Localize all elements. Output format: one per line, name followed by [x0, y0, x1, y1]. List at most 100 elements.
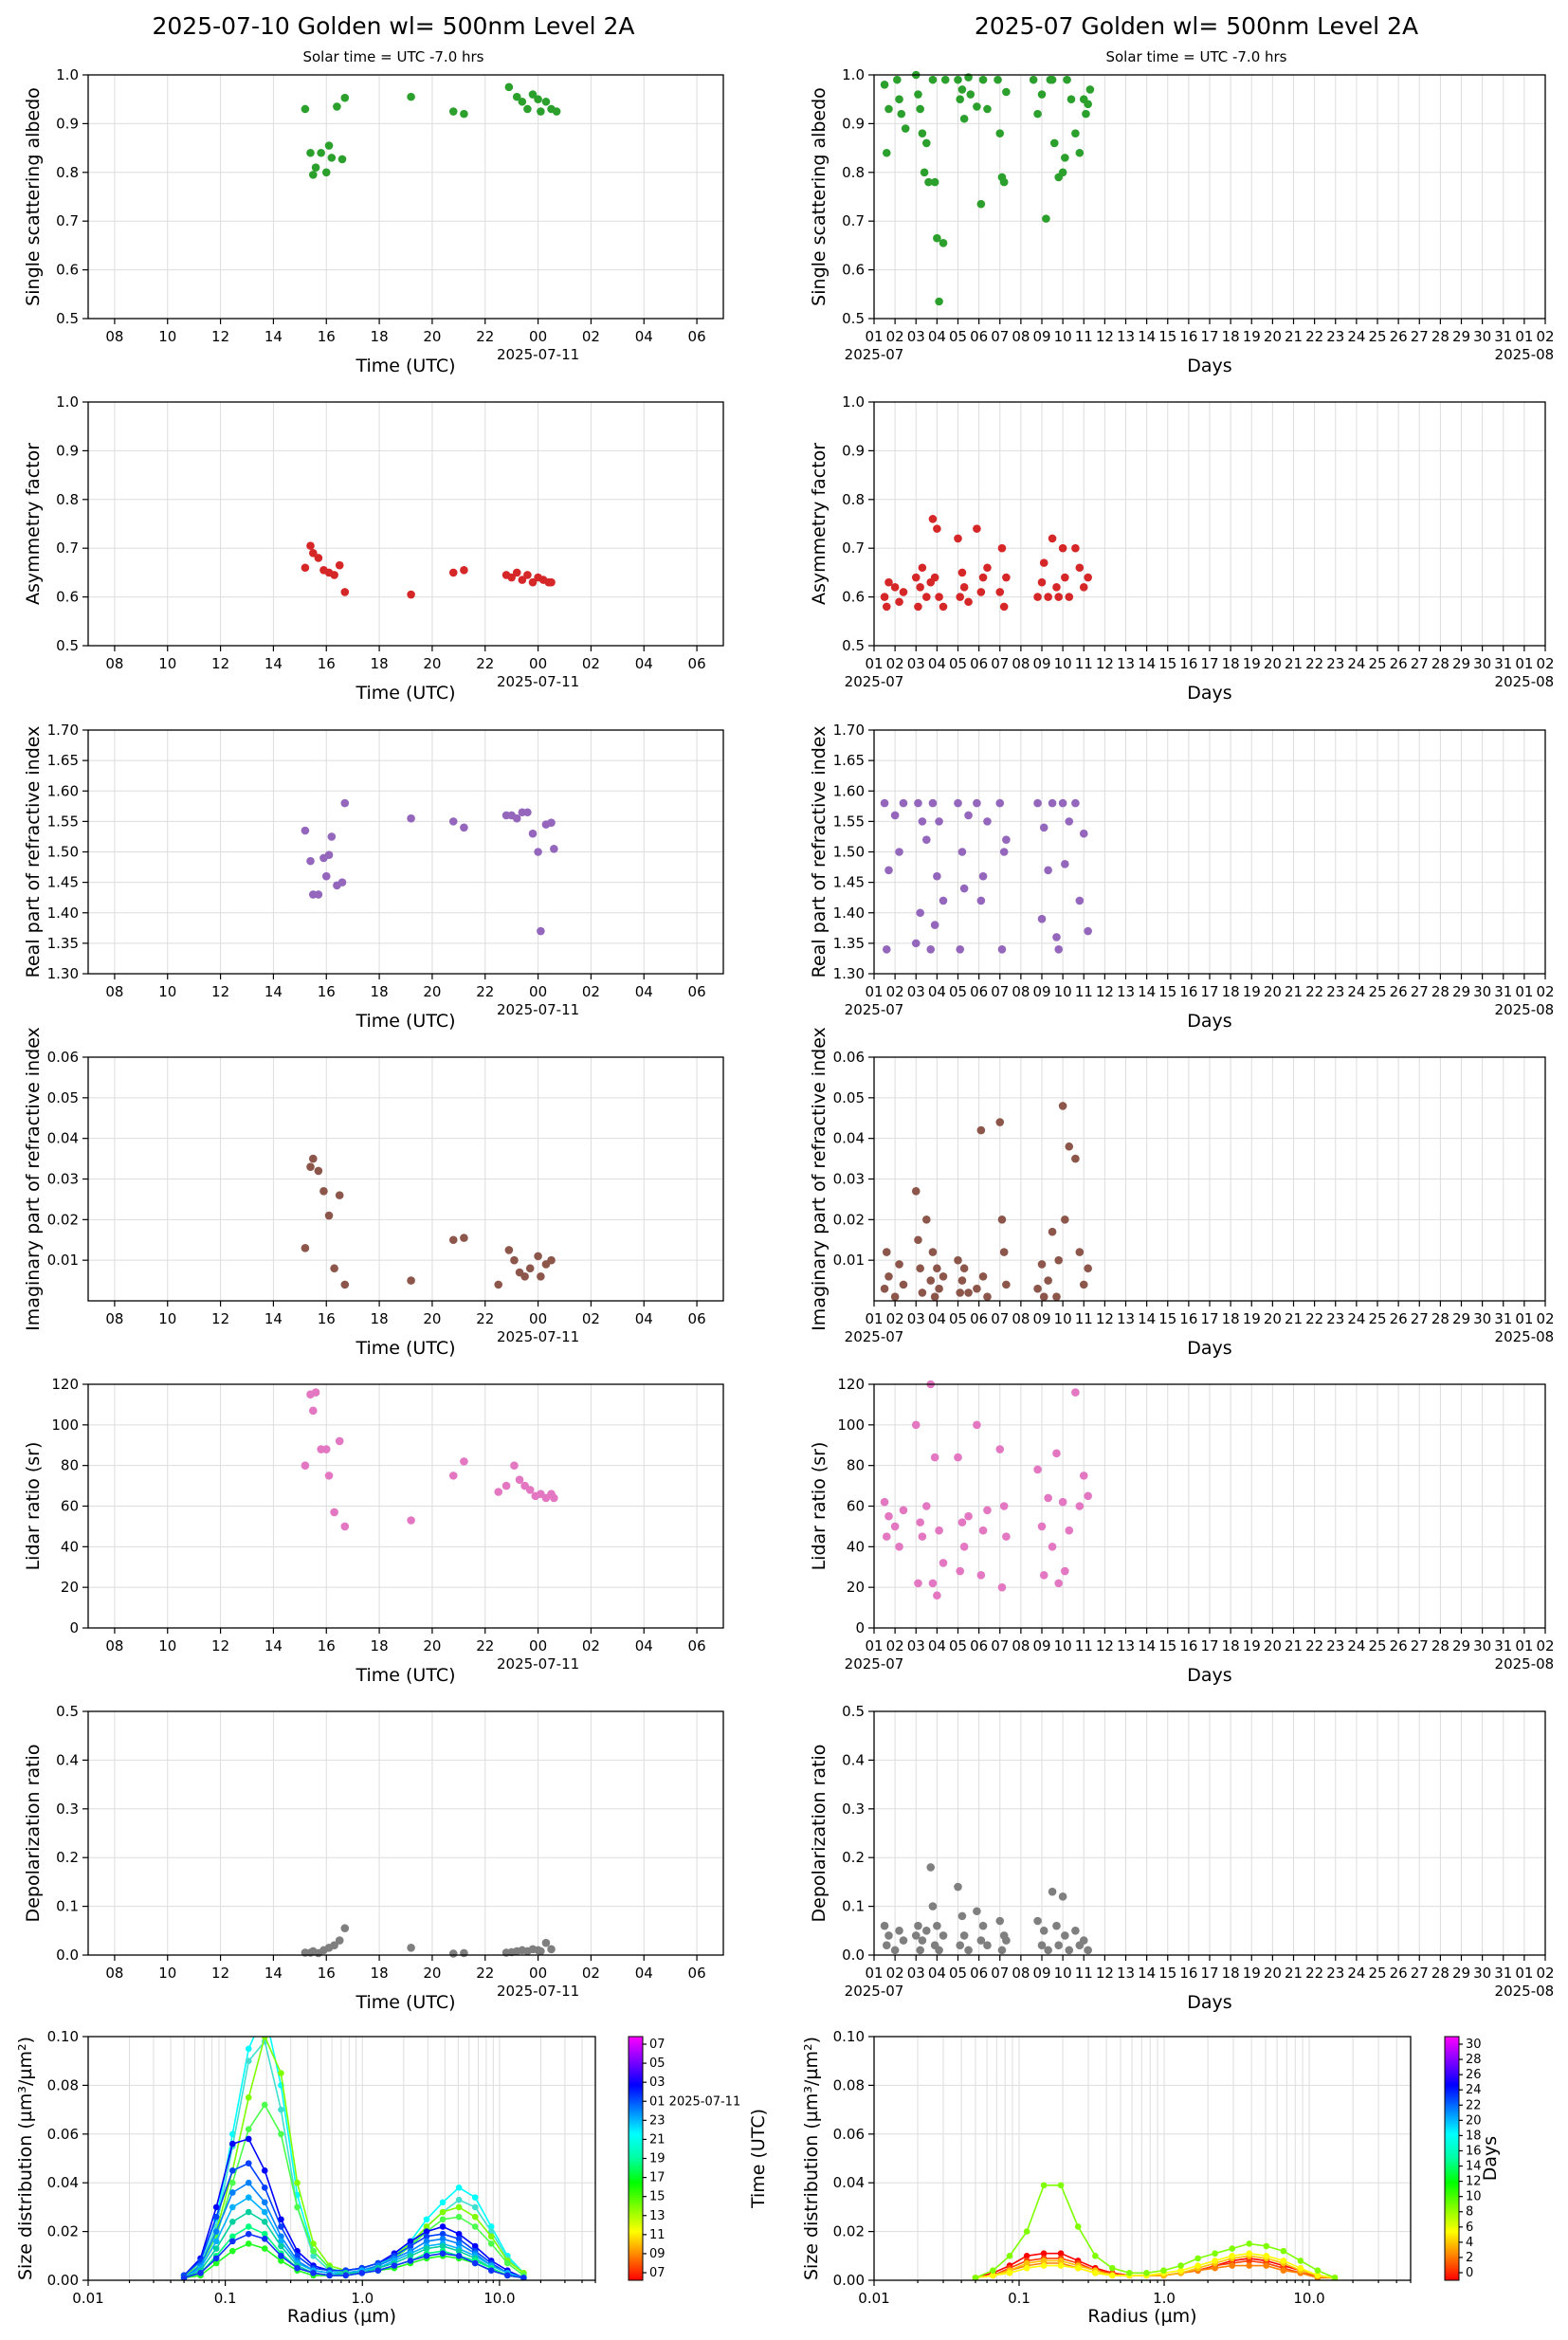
- data-point: [959, 1931, 969, 1940]
- data-point: [407, 1276, 415, 1285]
- x-date-label: 2025-07-11: [497, 673, 579, 690]
- data-point: [983, 1292, 992, 1302]
- series-point: [423, 2233, 430, 2240]
- x-tick-label: 18: [1222, 328, 1240, 345]
- x-tick-label: 0.1: [214, 2290, 237, 2307]
- data-point: [1071, 1154, 1080, 1163]
- size-distribution-monthly-panel: 0.01 0.1 1.0 10.0 0.00 0.02 0.04 0.06 0.08 0.10 Ra…: [801, 2028, 1412, 2327]
- x-tick-label: 11: [1075, 1637, 1093, 1654]
- y-tick-label: 120: [51, 1376, 79, 1393]
- data-point: [930, 1453, 939, 1462]
- data-point: [1044, 1946, 1052, 1955]
- colorbar-tick-label: 15: [649, 2190, 665, 2204]
- x-tick-label: 10: [158, 1310, 176, 1327]
- x-tick-label: 02: [582, 1637, 600, 1654]
- series-point: [439, 2199, 447, 2206]
- x-tick-label: 25: [1368, 655, 1386, 672]
- data-point: [935, 1284, 943, 1293]
- data-point: [528, 577, 538, 587]
- data-point: [1061, 1931, 1069, 1940]
- x-tick-label: 19: [1243, 983, 1261, 1000]
- series-point: [278, 2258, 284, 2264]
- x-tick-label: 27: [1411, 1965, 1429, 1982]
- colorbar-tick-label: 16: [1466, 2144, 1482, 2158]
- x-tick-label: 30: [1473, 1965, 1491, 1982]
- series-point: [439, 2223, 447, 2230]
- x-tick-label: 07: [991, 328, 1009, 345]
- x-tick-label: 07: [991, 1310, 1009, 1327]
- x-tick-label: 18: [1222, 1965, 1240, 1982]
- series-point: [261, 2219, 268, 2225]
- data-point: [1085, 85, 1095, 94]
- series-point: [455, 2213, 463, 2221]
- x-tick-label: 15: [1158, 983, 1176, 1000]
- x-axis-label: Days: [1187, 683, 1231, 704]
- x-tick-label: 19: [1243, 1310, 1261, 1327]
- data-point: [983, 563, 992, 573]
- y-tick-label: 0.02: [833, 1211, 865, 1228]
- x-tick-label: 06: [970, 1637, 988, 1654]
- x-tick-label: 18: [1222, 1310, 1240, 1327]
- series-point: [1246, 2262, 1253, 2269]
- data-point: [1075, 896, 1085, 905]
- data-point: [537, 926, 545, 936]
- x-tick-label: 12: [1096, 1637, 1114, 1654]
- x-tick-label: 0.01: [72, 2290, 103, 2307]
- x-tick-label: 14: [264, 983, 283, 1000]
- plot-frame: [873, 401, 1546, 647]
- x-tick-label: 16: [1179, 328, 1197, 345]
- data-point: [999, 177, 1009, 187]
- data-point: [448, 107, 458, 116]
- data-point: [528, 829, 538, 838]
- x-tick-label: 18: [1222, 655, 1240, 672]
- x-tick-label: 30: [1473, 983, 1491, 1000]
- series-point: [471, 2213, 479, 2221]
- data-point: [528, 90, 538, 99]
- data-point: [335, 1191, 344, 1199]
- x-axis-label: Time (UTC): [355, 356, 455, 376]
- x-tick-label: 13: [1117, 1965, 1135, 1982]
- y-axis-label: Real part of refractive index: [809, 726, 830, 978]
- data-point: [523, 571, 532, 579]
- data-point: [880, 798, 889, 808]
- lidar-daily-panel: 08 10 12 14 16 18 20 22 00 02 04 06 2025-07-11 0 20 40 6…: [23, 1376, 724, 1686]
- colorbar-label: Time (UTC): [748, 2109, 769, 2209]
- x-tick-label: 10: [1054, 655, 1072, 672]
- series-point: [245, 2045, 252, 2053]
- colorbar-tick-label: 11: [649, 2228, 665, 2242]
- data-point: [1039, 823, 1048, 832]
- data-point: [935, 817, 943, 826]
- data-point: [1039, 1292, 1048, 1302]
- data-point: [933, 233, 941, 243]
- data-point: [983, 1941, 992, 1950]
- x-tick-label: 08: [105, 655, 123, 672]
- y-tick-label: 0.0: [842, 1947, 865, 1964]
- data-point: [995, 588, 1005, 596]
- series-point: [1263, 2253, 1270, 2259]
- series-point: [423, 2223, 430, 2230]
- series-point: [245, 2093, 252, 2101]
- series-point: [374, 2267, 382, 2275]
- series-line: [975, 2255, 1336, 2279]
- data-point: [306, 856, 315, 866]
- colorbar-tick-label: 0: [1466, 2266, 1473, 2280]
- x-tick-label: 30: [1473, 328, 1491, 345]
- x-tick-label: 04: [635, 1310, 653, 1327]
- y-axis-label: Size distribution (µm³/µm²): [15, 2037, 36, 2280]
- data-point: [1039, 1927, 1048, 1935]
- colorbar-tick-label: 4: [1466, 2236, 1473, 2250]
- x-date-label: 2025-07-11: [497, 1655, 579, 1673]
- y-tick-label: 1.0: [842, 393, 865, 411]
- data-point: [976, 1125, 986, 1135]
- data-point: [922, 1216, 931, 1224]
- x-tick-label: 14: [1138, 655, 1156, 672]
- series-point: [261, 2101, 268, 2109]
- data-point: [308, 171, 318, 179]
- data-point: [518, 576, 527, 584]
- data-point: [890, 1522, 900, 1531]
- x-tick-label: 10.0: [1293, 2290, 1324, 2307]
- series-point: [261, 2208, 268, 2216]
- data-point: [547, 818, 556, 827]
- y-axis-label: Size distribution (µm³/µm²): [801, 2037, 822, 2280]
